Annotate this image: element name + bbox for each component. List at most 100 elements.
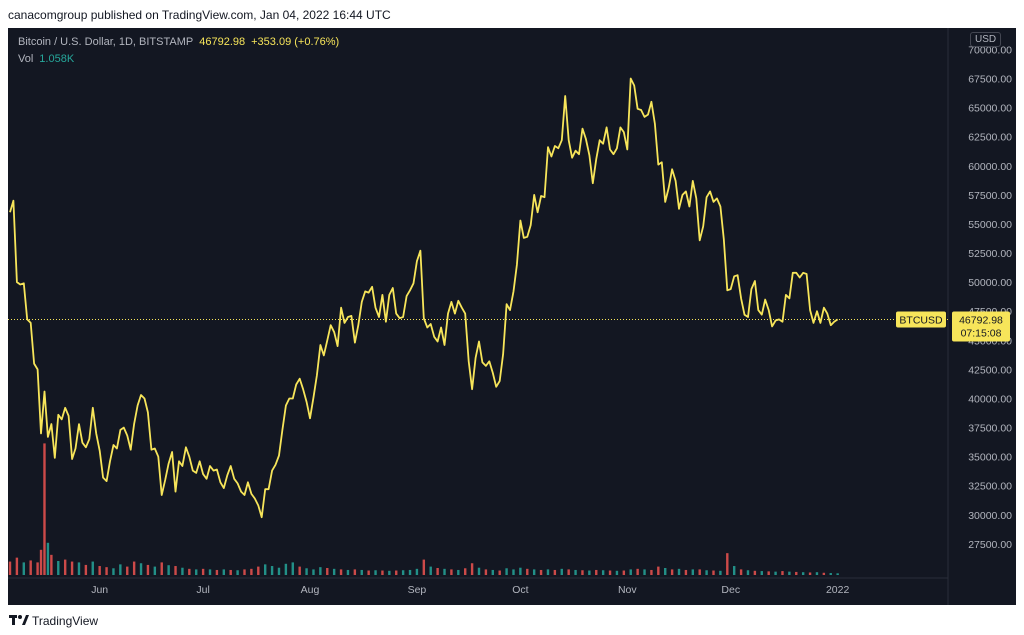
volume-bar	[753, 570, 757, 575]
volume-bar	[684, 569, 688, 575]
volume-bar	[484, 569, 488, 575]
volume-bar	[774, 571, 777, 575]
volume-bar	[84, 564, 88, 575]
y-tick-label: 65000.00	[968, 103, 1012, 115]
y-tick-label: 57500.00	[968, 190, 1012, 202]
x-tick-label: Jul	[196, 584, 209, 596]
grid-lines	[8, 28, 949, 605]
volume-bar	[698, 569, 701, 575]
volume-bar	[188, 568, 191, 575]
volume-bar	[395, 570, 398, 575]
volume-bar	[160, 562, 163, 575]
price-tag	[952, 311, 1010, 342]
volume-bar	[8, 561, 12, 575]
volume-bar	[505, 568, 508, 575]
y-tick-label: 55000.00	[968, 219, 1012, 231]
volume-bar	[91, 561, 94, 575]
volume-bar	[139, 563, 143, 575]
volume-bar	[367, 570, 370, 575]
volume-bar	[105, 567, 108, 575]
volume-bar	[39, 549, 43, 575]
price-chart[interactable]: 27500.00 30000.00 32500.00 35000.00 37500.00…	[8, 28, 1016, 605]
volume-bar	[98, 566, 101, 575]
volume-bar	[670, 569, 674, 575]
volume-bar	[22, 562, 25, 575]
volume-bar	[284, 563, 288, 575]
y-tick-label: 30000.00	[968, 510, 1012, 522]
volume-bar	[546, 569, 550, 575]
volume-bar	[43, 443, 46, 575]
volume-bar	[112, 568, 115, 575]
volume-bar	[657, 566, 660, 575]
volume-bar	[664, 568, 667, 575]
tradingview-logo-icon	[9, 615, 29, 625]
y-axis[interactable]: 27500.00 30000.00 32500.00 35000.00 37500.00…	[968, 44, 1012, 550]
y-tick-label: 27500.00	[968, 539, 1012, 551]
chart-legend: Bitcoin / U.S. Dollar, 1D, BITSTAMP 46792…	[18, 34, 339, 68]
volume-bar	[222, 569, 226, 575]
x-tick-label: Dec	[721, 584, 740, 596]
volume-bar	[739, 569, 743, 575]
volume-bar	[815, 572, 819, 575]
price-tag-label: 46792.98	[959, 314, 1003, 326]
x-axis[interactable]: Jun Jul Aug Sep Oct Nov Dec 2022	[91, 584, 849, 596]
chart-panel[interactable]: 27500.00 30000.00 32500.00 35000.00 37500.00…	[8, 28, 1016, 605]
y-tick-label: 60000.00	[968, 161, 1012, 173]
volume-bar	[201, 568, 205, 575]
volume-bar	[126, 566, 129, 575]
volume-bar	[788, 571, 791, 575]
volume-bar	[36, 562, 39, 575]
volume-bar	[270, 566, 274, 575]
volume-bar	[512, 569, 515, 575]
volume-bar	[332, 568, 336, 575]
y-tick-label: 52500.00	[968, 248, 1012, 260]
volume-bar	[236, 570, 239, 575]
volume-bar	[63, 559, 67, 575]
volume-bar	[801, 572, 805, 575]
x-tick-label: Aug	[301, 584, 320, 596]
volume-bar	[381, 570, 384, 575]
countdown-label: 07:15:08	[961, 327, 1002, 339]
legend-symbol[interactable]: Bitcoin / U.S. Dollar, 1D, BITSTAMP	[18, 36, 194, 48]
volume-bar	[174, 566, 177, 575]
volume-bar	[153, 566, 157, 575]
volume-bar	[450, 569, 453, 575]
volume-bar	[46, 542, 50, 575]
currency-badge[interactable]: USD	[970, 32, 1002, 47]
volume-bar	[208, 569, 212, 575]
volume-bar	[532, 569, 536, 575]
y-tick-label: 35000.00	[968, 452, 1012, 464]
y-tick-label: 67500.00	[968, 74, 1012, 86]
volume-bar	[470, 563, 474, 575]
volume-bar	[477, 567, 481, 575]
volume-bar	[560, 568, 563, 575]
volume-bar	[167, 565, 170, 575]
x-tick-label: Sep	[408, 584, 427, 596]
legend-symbol-row: Bitcoin / U.S. Dollar, 1D, BITSTAMP 46792…	[18, 34, 339, 51]
volume-bar	[643, 569, 646, 575]
volume-bar	[691, 569, 695, 575]
x-tick-label: Oct	[512, 584, 528, 596]
volume-bar	[229, 569, 232, 575]
volume-bar	[374, 570, 377, 575]
volume-bar	[326, 568, 329, 575]
volume-bar	[305, 568, 308, 575]
volume-bar	[319, 567, 322, 575]
legend-vol-label[interactable]: Vol	[18, 53, 34, 65]
volume-bar	[601, 570, 605, 575]
volume-bar	[767, 571, 770, 575]
volume-bar	[588, 570, 591, 575]
volume-bars	[8, 443, 839, 575]
y-tick-label: 40000.00	[968, 393, 1012, 405]
volume-bar	[429, 566, 432, 575]
volume-bar	[519, 567, 522, 575]
y-tick-label: 37500.00	[968, 423, 1012, 435]
volume-bar	[567, 569, 570, 575]
volume-bar	[615, 570, 619, 575]
volume-bar	[746, 570, 750, 575]
publish-header: canacomgroup published on TradingView.co…	[0, 0, 1024, 28]
volume-bar	[491, 569, 494, 575]
volume-bar	[829, 573, 832, 575]
legend-vol-value: 1.058K	[39, 53, 75, 65]
volume-bar	[595, 569, 598, 575]
